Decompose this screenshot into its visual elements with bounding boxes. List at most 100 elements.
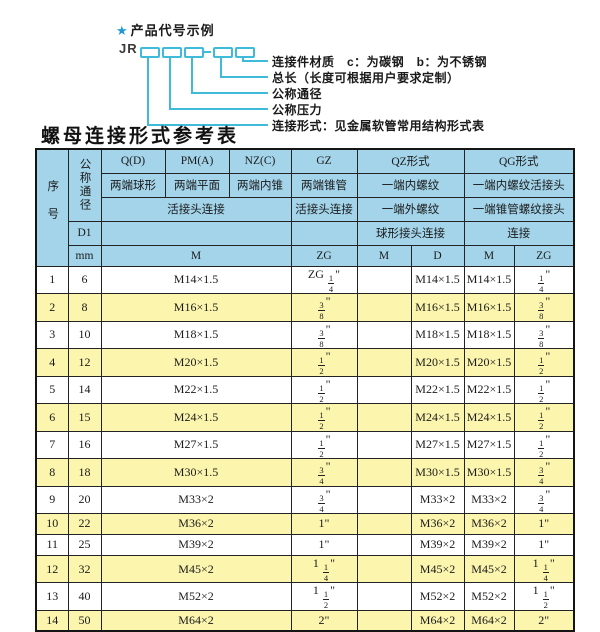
cell-qg_zg: 1 2 ": [513, 430, 575, 459]
cell-seq: 12: [35, 554, 69, 584]
cell-dn: 50: [67, 609, 102, 632]
diagram-title: ★ 产品代号示例: [116, 20, 215, 39]
header-col-nz: NZ(C): [228, 148, 292, 174]
cell-m: M20×1.5: [100, 348, 292, 377]
cell-qz_d: M36×2: [410, 513, 465, 535]
diagram-label-material: 连接件材质 c：为碳钢 b：为不锈钢: [272, 55, 488, 69]
cell-qg_m: M16×1.5: [463, 293, 515, 322]
cell-seq: 6: [35, 403, 69, 432]
cell-qz_d: M45×2: [410, 554, 465, 584]
cell-seq: 9: [35, 485, 69, 514]
code-box-1: [140, 47, 160, 58]
cell-qg_zg: 3 8 ": [513, 293, 575, 322]
header-gz-connection: 活接头连接: [290, 196, 358, 222]
diagram-label-length: 总长（长度可根据用户要求定制）: [272, 71, 460, 85]
nut-connection-reference-table: 序号 公称通径 Q(D) PM(A) NZ(C) GZ QZ形式 QG形式 两端…: [35, 148, 575, 632]
header-gz-desc: 两端锥管: [290, 172, 358, 198]
header-qz-connection: 球形接头连接: [356, 220, 465, 246]
cell-dn: 22: [67, 513, 102, 535]
cell-qz_d: M22×1.5: [410, 375, 465, 404]
cell-qg_m: M36×2: [463, 513, 515, 535]
header-pm-desc: 两端平面: [164, 172, 230, 198]
cell-qg_zg: 1 2 ": [513, 403, 575, 432]
header-nominal-diameter: 公称通径: [67, 148, 102, 222]
cell-gz: 3 4 ": [290, 458, 358, 487]
cell-m: M14×1.5: [100, 265, 292, 294]
cell-gz: 3 4 ": [290, 485, 358, 514]
connector-line: [169, 56, 171, 110]
cell-seq: 2: [35, 293, 69, 322]
cell-gz: 3 8 ": [290, 320, 358, 349]
cell-dn: 15: [67, 403, 102, 432]
cell-gz: 2": [290, 609, 358, 632]
cell-dn: 10: [67, 320, 102, 349]
connector-line: [191, 56, 193, 94]
cell-m: M64×2: [100, 609, 292, 632]
code-dash: [202, 51, 211, 53]
header-qz-m: M: [356, 244, 412, 267]
cell-qg_m: M45×2: [463, 554, 515, 584]
cell-qg_zg: 1 1 4 ": [513, 554, 575, 584]
header-qz-d: D: [410, 244, 465, 267]
table-row: 8 18 M30×1.5 3 4 " M30×1.5 M30×1.5 3 4 ": [35, 458, 575, 487]
cell-gz: 1 2 ": [290, 348, 358, 377]
cell-qz_d: M33×2: [410, 485, 465, 514]
cell-qg_m: M33×2: [463, 485, 515, 514]
table-title: 螺母连接形式参考表: [41, 126, 240, 147]
cell-qz_d: M30×1.5: [410, 458, 465, 487]
table-row: 3 10 M18×1.5 3 8 " M18×1.5 M18×1.5 3 8 ": [35, 320, 575, 349]
header-col-q: Q(D): [100, 148, 166, 174]
diagram-label-pressure: 公称压力: [272, 103, 323, 117]
cell-m: M18×1.5: [100, 320, 292, 349]
connector-line: [169, 108, 268, 110]
cell-m: M22×1.5: [100, 375, 292, 404]
table-row: 7 16 M27×1.5 1 2 " M27×1.5 M27×1.5 1 2 ": [35, 430, 575, 459]
cell-seq: 5: [35, 375, 69, 404]
connector-line: [147, 124, 268, 126]
cell-qz_d: M64×2: [410, 609, 465, 632]
cell-qg_zg: 3 4 ": [513, 485, 575, 514]
cell-qz_m: [356, 609, 412, 632]
header-qg-connection: 连接: [463, 220, 575, 246]
cell-m: M45×2: [100, 554, 292, 584]
star-icon: ★: [116, 23, 129, 38]
cell-gz: 1": [290, 533, 358, 556]
code-box-4: [213, 47, 233, 58]
cell-m: M52×2: [100, 582, 292, 611]
cell-gz: 3 8 ": [290, 293, 358, 322]
cell-m: M33×2: [100, 485, 292, 514]
table-row: 6 15 M24×1.5 1 2 " M24×1.5 M24×1.5 1 2 ": [35, 403, 575, 432]
cell-seq: 8: [35, 458, 69, 487]
cell-qz_d: M52×2: [410, 582, 465, 611]
cell-qz_m: [356, 348, 412, 377]
cell-qg_zg: 1": [513, 513, 575, 535]
cell-gz: 1 2 ": [290, 430, 358, 459]
cell-qg_zg: 1 2 ": [513, 375, 575, 404]
diagram-label-diameter: 公称通径: [272, 87, 323, 101]
header-q-desc: 两端球形: [100, 172, 166, 198]
cell-qz_m: [356, 533, 412, 556]
cell-seq: 11: [35, 533, 69, 556]
cell-qz_d: M24×1.5: [410, 403, 465, 432]
cell-seq: 4: [35, 348, 69, 377]
cell-gz: 1 2 ": [290, 403, 358, 432]
header-qg-zg: ZG: [513, 244, 575, 267]
header-mm: mm: [67, 244, 102, 267]
header-col-gz: GZ: [290, 148, 358, 174]
table-row: 5 14 M22×1.5 1 2 " M22×1.5 M22×1.5 1 2 ": [35, 375, 575, 404]
table-row: 2 8 M16×1.5 3 8 " M16×1.5 M16×1.5 3 8 ": [35, 293, 575, 322]
header-col-qg: QG形式: [463, 148, 575, 174]
cell-seq: 14: [35, 609, 69, 632]
cell-qg_m: M30×1.5: [463, 458, 515, 487]
connector-line: [242, 60, 268, 62]
cell-gz: 1 1 4 ": [290, 554, 358, 584]
diagram-label-connection: 连接形式：见金属软管常用结构形式表: [272, 119, 485, 133]
cell-qz_m: [356, 265, 412, 294]
cell-qg_m: M64×2: [463, 609, 515, 632]
code-box-2: [162, 47, 182, 58]
table-body: 1 6 M14×1.5 ZG 1 4 " M14×1.5 M14×1.5 1 4 " 2 8 M16×1.…: [35, 265, 575, 632]
cell-gz: 1 1 2 ": [290, 582, 358, 611]
header-union-connection: 活接头连接: [100, 196, 292, 222]
table-row: 14 50 M64×2 2" M64×2 M64×2 2": [35, 609, 575, 632]
cell-gz: 1 2 ": [290, 375, 358, 404]
